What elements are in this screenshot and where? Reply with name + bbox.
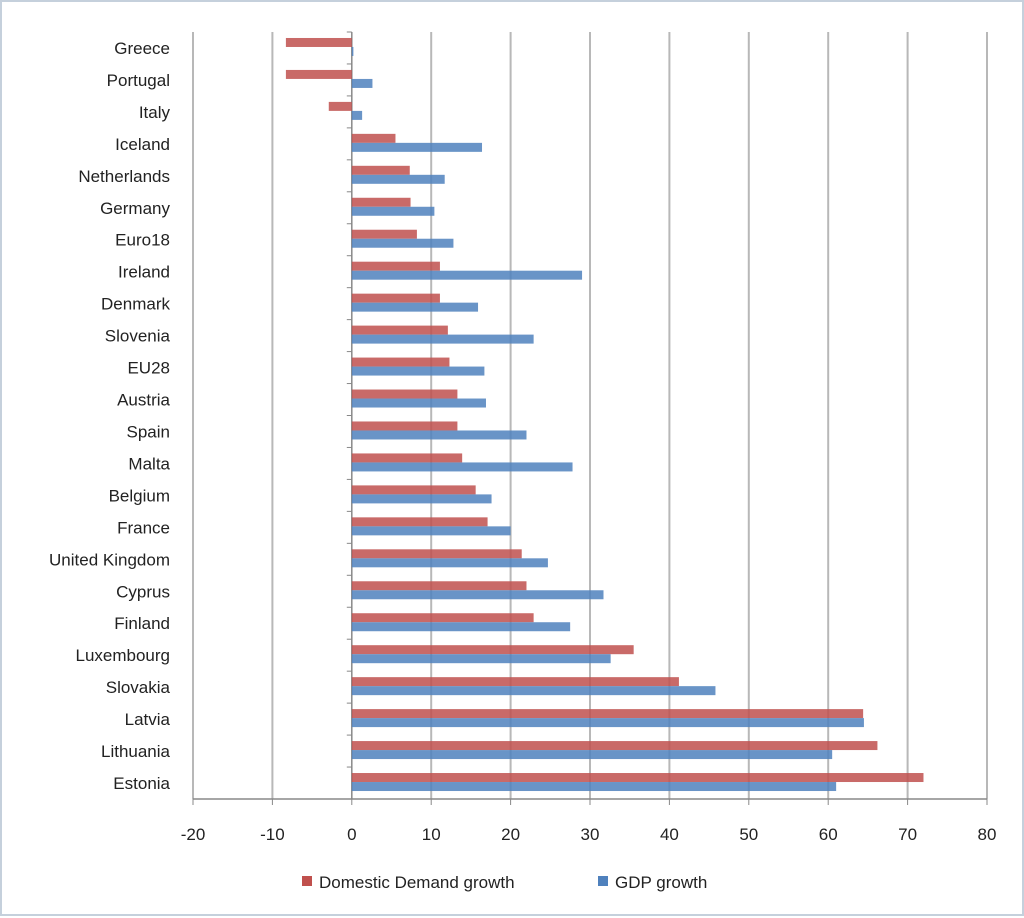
gdp-bar [351,654,611,664]
gdp-bar [351,494,492,504]
gdp-bar [351,718,864,728]
category-label: Euro18 [115,231,170,250]
category-label: Estonia [113,774,170,793]
domestic-demand-bar [351,613,534,623]
domestic-demand-bar [351,709,864,719]
x-tick-label: 50 [739,825,758,844]
gdp-bar [351,366,485,376]
category-label: Malta [128,454,170,473]
gdp-bar [351,622,571,632]
category-label: Latvia [125,710,171,729]
domestic-demand-bar [351,549,522,559]
domestic-demand-bar [351,165,410,175]
domestic-demand-bar [351,421,458,431]
category-label: Belgium [109,486,170,505]
domestic-demand-bar [351,741,878,751]
domestic-demand-bar [351,517,488,527]
x-tick-label: 20 [501,825,520,844]
x-tick-label: 40 [660,825,679,844]
domestic-demand-bar [351,389,458,399]
gdp-bar [351,142,483,152]
legend-swatch [598,876,608,886]
domestic-demand-bar [351,581,527,591]
category-label: Slovakia [106,678,171,697]
legend-label: Domestic Demand growth [319,873,515,892]
category-label: United Kingdom [49,550,170,569]
domestic-demand-bar [351,645,634,655]
category-label: Austria [117,391,170,410]
category-label: Slovenia [105,327,171,346]
domestic-demand-bar [351,773,924,783]
gdp-bar [351,78,373,88]
domestic-demand-bar [351,357,450,367]
category-label: Italy [139,103,171,122]
gdp-bar [351,590,604,600]
domestic-demand-bar [285,69,352,79]
domestic-demand-bar [351,229,417,239]
category-label: Netherlands [78,167,170,186]
category-label: Ireland [118,263,170,282]
gdp-bar [351,110,363,120]
category-label: Lithuania [101,742,171,761]
category-label: Denmark [101,295,170,314]
category-label: France [117,518,170,537]
gdp-bar [351,302,479,312]
domestic-demand-bar [351,293,440,303]
category-label: Cyprus [116,582,170,601]
domestic-demand-bar [351,261,440,271]
gdp-bar [351,334,534,344]
domestic-demand-bar [328,101,352,111]
domestic-demand-bar [351,133,396,143]
legend-swatch [302,876,312,886]
domestic-demand-bar [351,485,476,495]
category-label: Greece [114,39,170,58]
gdp-bar [351,558,548,568]
gdp-bar [351,46,354,56]
x-tick-label: -10 [260,825,285,844]
gdp-bar [351,206,435,216]
x-tick-label: 10 [422,825,441,844]
category-label: EU28 [127,359,170,378]
category-label: Finland [114,614,170,633]
gdp-bar [351,686,716,696]
gdp-bar [351,430,527,440]
domestic-demand-bar [351,325,448,335]
x-tick-label: -20 [181,825,206,844]
gdp-bar [351,270,583,280]
gdp-bar [351,782,837,792]
legend-label: GDP growth [615,873,707,892]
gdp-bar [351,526,511,536]
category-label: Germany [100,199,170,218]
x-tick-label: 70 [898,825,917,844]
gdp-bar [351,174,445,184]
gdp-bar [351,750,833,760]
x-tick-label: 0 [347,825,356,844]
x-tick-label: 30 [581,825,600,844]
category-label: Portugal [107,71,170,90]
gdp-bar [351,462,573,472]
x-tick-label: 60 [819,825,838,844]
domestic-demand-bar [351,197,411,207]
x-tick-label: 80 [978,825,997,844]
domestic-demand-bar [285,37,352,47]
category-label: Luxembourg [75,646,170,665]
category-label: Iceland [115,135,170,154]
gdp-bar [351,398,486,408]
domestic-demand-bar [351,453,463,463]
domestic-demand-bar [351,677,679,687]
gdp-bar [351,238,454,248]
category-label: Spain [127,422,170,441]
